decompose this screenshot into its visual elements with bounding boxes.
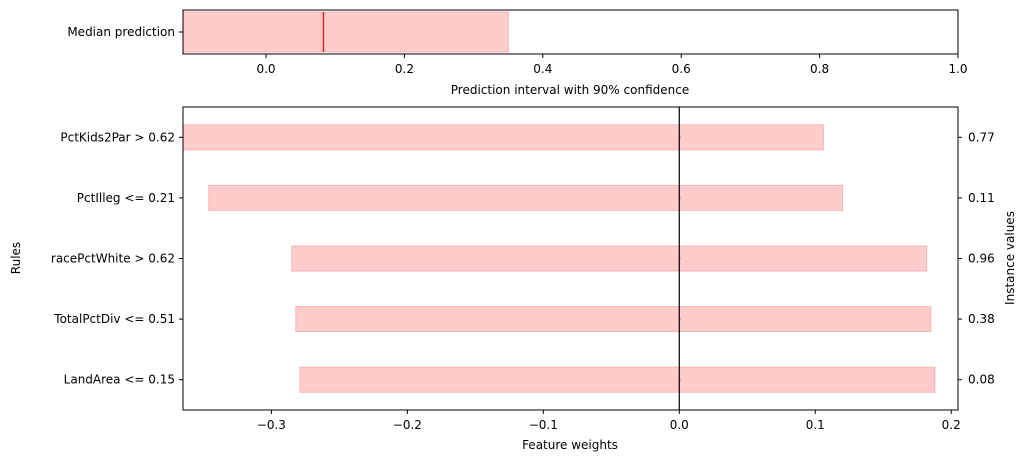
weights-plot-area	[182, 107, 936, 410]
rule-interval-bar-totalpctdiv-0-51	[295, 306, 932, 333]
prediction-plot-area	[182, 11, 509, 53]
weights-x-tick-label: 0.0	[670, 418, 689, 432]
rule-interval-bar-landarea-0-15	[299, 366, 936, 393]
rules-axis-label: Rules	[9, 242, 23, 274]
weights-y-ticks: PctKids2Par > 0.62 PctIlleg <= 0.21 racePc…	[51, 130, 183, 387]
instance-value-label: 0.08	[968, 373, 995, 387]
rule-interval-bar-racepctwhite-0-62	[291, 245, 928, 272]
prediction-x-tick-label: 0.2	[395, 62, 414, 76]
instance-value-label: 0.77	[968, 130, 995, 144]
prediction-x-tick-label: 0.0	[256, 62, 275, 76]
weights-x-tick-label: 0.2	[942, 418, 961, 432]
prediction-x-axis-label: Prediction interval with 90% confidence	[451, 83, 689, 97]
weights-x-ticks: −0.3 −0.2 −0.1 0.0 0.1 0.2	[257, 410, 961, 432]
weights-x-tick-label: 0.1	[806, 418, 825, 432]
rule-label-pctilleg-0-21: PctIlleg <= 0.21	[77, 191, 175, 205]
prediction-x-tick-label: 0.8	[810, 62, 829, 76]
instance-value-label: 0.11	[968, 191, 995, 205]
weights-x-axis-label: Feature weights	[522, 438, 618, 452]
prediction-x-tick-label: 1.0	[948, 62, 967, 76]
prediction-x-tick-label: 0.6	[672, 62, 691, 76]
prediction-interval-bar	[182, 11, 509, 53]
instance-value-ticks: 0.77 0.11 0.96 0.38 0.08	[958, 130, 995, 387]
rule-interval-bar-pctilleg-0-21	[208, 184, 843, 211]
weights-x-tick-label: −0.3	[257, 418, 286, 432]
weights-panel: −0.3 −0.2 −0.1 0.0 0.1 0.2 PctKids2Par > 0.62…	[9, 106, 1017, 452]
prediction-y-ticks: Median prediction	[67, 25, 183, 39]
instance-values-axis-label: Instance values	[1003, 211, 1017, 305]
rule-label-landarea-0-15: LandArea <= 0.15	[64, 373, 175, 387]
weights-x-tick-label: −0.2	[393, 418, 422, 432]
rule-label-pctkids2par-0-62: PctKids2Par > 0.62	[60, 130, 175, 144]
prediction-x-tick-label: 0.4	[533, 62, 552, 76]
weights-x-tick-label: −0.1	[529, 418, 558, 432]
prediction-panel: 0.0 0.2 0.4 0.6 0.8 1.0 Median prediction Pre…	[67, 9, 968, 97]
prediction-x-ticks: 0.0 0.2 0.4 0.6 0.8 1.0	[256, 54, 968, 76]
rule-label-racepctwhite-0-62: racePctWhite > 0.62	[51, 252, 175, 266]
rule-interval-bar-pctkids2par-0-62	[182, 124, 824, 151]
instance-value-label: 0.38	[968, 312, 995, 326]
prediction-y-tick-label: Median prediction	[67, 25, 175, 39]
instance-value-label: 0.96	[968, 252, 995, 266]
rule-label-totalpctdiv-0-51: TotalPctDiv <= 0.51	[53, 312, 175, 326]
